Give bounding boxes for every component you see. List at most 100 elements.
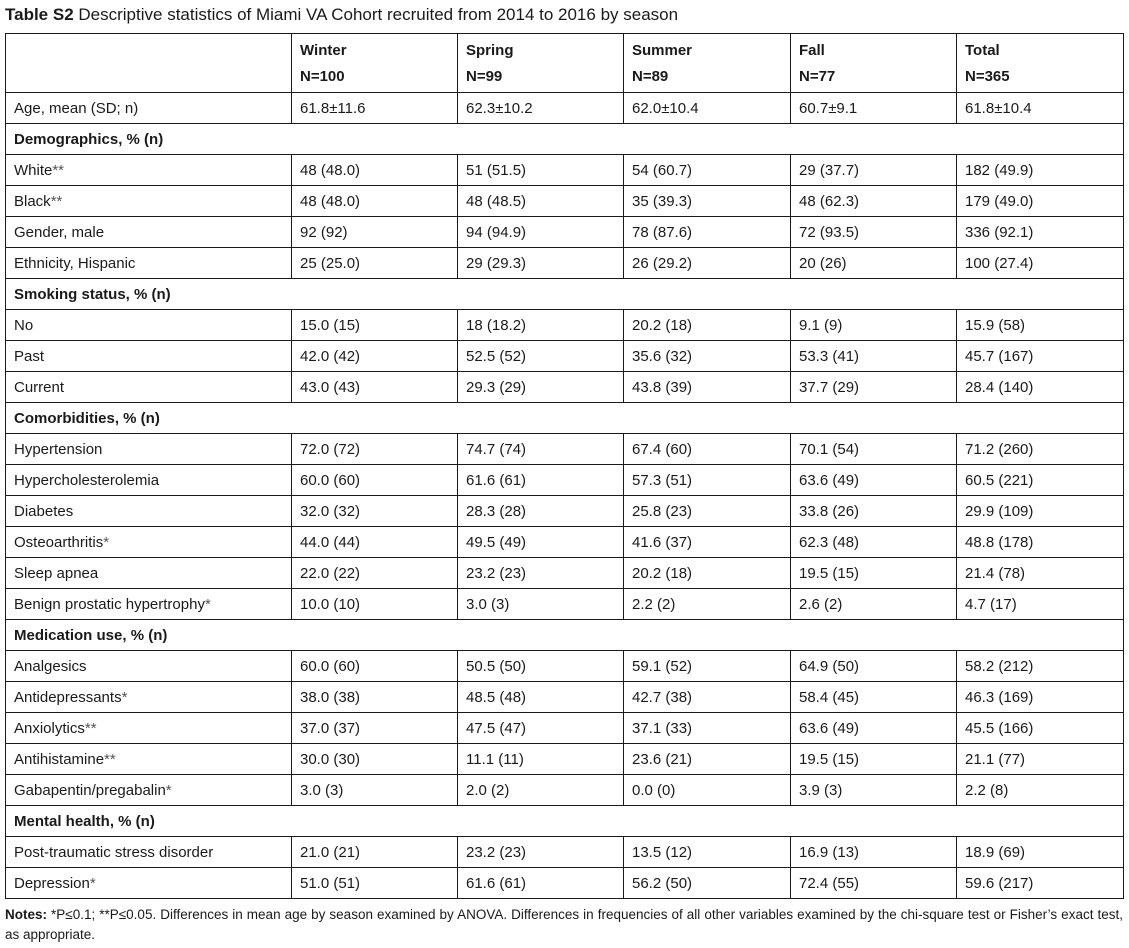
value-cell: 37.0 (37) [291,712,458,744]
value-cell: 62.3 (48) [790,526,957,558]
value-cell: 100 (27.4) [956,247,1124,279]
row-label-cell: Antihistamine** [5,743,292,775]
notes-text: *P≤0.1; **P≤0.05. Differences in mean ag… [5,907,1123,942]
row-label-cell: Diabetes [5,495,292,527]
table-row: Gabapentin/pregabalin* 3.0 (3) 2.0 (2) 0.0 … [5,774,1124,806]
value-cell: 29 (29.3) [457,247,624,279]
row-label-cell: No [5,309,292,341]
value-cell: 32.0 (32) [291,495,458,527]
value-cell: 60.7±9.1 [790,92,957,124]
column-name: Fall [799,42,825,59]
row-label-cell: Antidepressants* [5,681,292,713]
row-label: Depression [14,874,90,892]
value-cell: 2.2 (2) [623,588,791,620]
value-cell: 92 (92) [291,216,458,248]
value-cell: 60.5 (221) [956,464,1124,496]
section-header: Smoking status, % (n) [5,278,1124,310]
value-cell: 63.6 (49) [790,712,957,744]
row-label: Anxiolytics [14,719,85,737]
row-label: Ethnicity, Hispanic [14,254,136,272]
value-cell: 62.0±10.4 [623,92,791,124]
column-header-summer: Summer N=89 [623,33,791,93]
row-label-cell: Age, mean (SD; n) [5,92,292,124]
significance-marker: ** [104,750,116,768]
section-header-row: Comorbidities, % (n) [5,402,1124,434]
row-label-cell: Current [5,371,292,403]
value-cell: 179 (49.0) [956,185,1124,217]
significance-marker: ** [52,161,65,179]
column-header-total: Total N=365 [956,33,1124,93]
row-label: Hypercholesterolemia [14,471,160,489]
value-cell: 4.7 (17) [956,588,1124,620]
notes-label: Notes: [5,907,48,922]
value-cell: 3.0 (3) [457,588,624,620]
row-label: Gabapentin/pregabalin [14,781,166,799]
value-cell: 61.8±11.6 [291,92,458,124]
table-row: Ethnicity, Hispanic 25 (25.0) 29 (29.3) 26 … [5,247,1124,279]
value-cell: 61.6 (61) [457,867,624,899]
value-cell: 56.2 (50) [623,867,791,899]
value-cell: 58.2 (212) [956,650,1124,682]
column-name: Spring [466,42,514,59]
section-header: Medication use, % (n) [5,619,1124,651]
row-label: Osteoarthritis [14,533,104,551]
column-header-spring: Spring N=99 [457,33,624,93]
row-label-cell: Past [5,340,292,372]
value-cell: 50.5 (50) [457,650,624,682]
row-label-cell: Gabapentin/pregabalin* [5,774,292,806]
value-cell: 18 (18.2) [457,309,624,341]
value-cell: 46.3 (169) [956,681,1124,713]
row-label: White [14,161,53,179]
value-cell: 20.2 (18) [623,309,791,341]
value-cell: 57.3 (51) [623,464,791,496]
section-header-row: Mental health, % (n) [5,805,1124,837]
value-cell: 44.0 (44) [291,526,458,558]
table-row: Post-traumatic stress disorder 21.0 (21) 2… [5,836,1124,868]
row-label: Past [14,347,45,365]
column-count: N=100 [300,68,345,85]
value-cell: 59.6 (217) [956,867,1124,899]
table-header-row: Winter N=100 Spring N=99 Summer N=89 Fal… [5,33,1124,93]
value-cell: 21.1 (77) [956,743,1124,775]
value-cell: 41.6 (37) [623,526,791,558]
row-label: Analgesics [14,657,87,675]
table-row: Antidepressants* 38.0 (38) 48.5 (48) 42.7 (… [5,681,1124,713]
value-cell: 70.1 (54) [790,433,957,465]
table-title: Descriptive statistics of Miami VA Cohor… [78,5,679,24]
value-cell: 45.5 (166) [956,712,1124,744]
value-cell: 10.0 (10) [291,588,458,620]
table-row: Hypertension 72.0 (72) 74.7 (74) 67.4 (60) 7… [5,433,1124,465]
section-header: Comorbidities, % (n) [5,402,1124,434]
value-cell: 28.4 (140) [956,371,1124,403]
value-cell: 2.6 (2) [790,588,957,620]
value-cell: 61.6 (61) [457,464,624,496]
table-label: Table S2 [5,5,74,24]
table-row: Diabetes 32.0 (32) 28.3 (28) 25.8 (23) 33.8 … [5,495,1124,527]
value-cell: 19.5 (15) [790,557,957,589]
value-cell: 37.7 (29) [790,371,957,403]
value-cell: 48 (48.0) [291,185,458,217]
value-cell: 48 (48.0) [291,154,458,186]
value-cell: 15.0 (15) [291,309,458,341]
column-count: N=365 [965,68,1010,85]
column-name: Summer [632,42,693,59]
value-cell: 2.2 (8) [956,774,1124,806]
table-row: Gender, male 92 (92) 94 (94.9) 78 (87.6) 72 … [5,216,1124,248]
value-cell: 72 (93.5) [790,216,957,248]
value-cell: 37.1 (33) [623,712,791,744]
table-row: Anxiolytics** 37.0 (37) 47.5 (47) 37.1 (33)… [5,712,1124,744]
row-label: Gender, male [14,223,105,241]
value-cell: 45.7 (167) [956,340,1124,372]
row-label: Age, mean (SD; n) [14,99,139,117]
value-cell: 35 (39.3) [623,185,791,217]
value-cell: 35.6 (32) [623,340,791,372]
value-cell: 38.0 (38) [291,681,458,713]
value-cell: 42.7 (38) [623,681,791,713]
value-cell: 43.8 (39) [623,371,791,403]
row-label-cell: Sleep apnea [5,557,292,589]
value-cell: 52.5 (52) [457,340,624,372]
descriptive-statistics-table: Winter N=100 Spring N=99 Summer N=89 Fal… [5,33,1124,899]
value-cell: 48.5 (48) [457,681,624,713]
value-cell: 23.2 (23) [457,557,624,589]
section-header-row: Medication use, % (n) [5,619,1124,651]
